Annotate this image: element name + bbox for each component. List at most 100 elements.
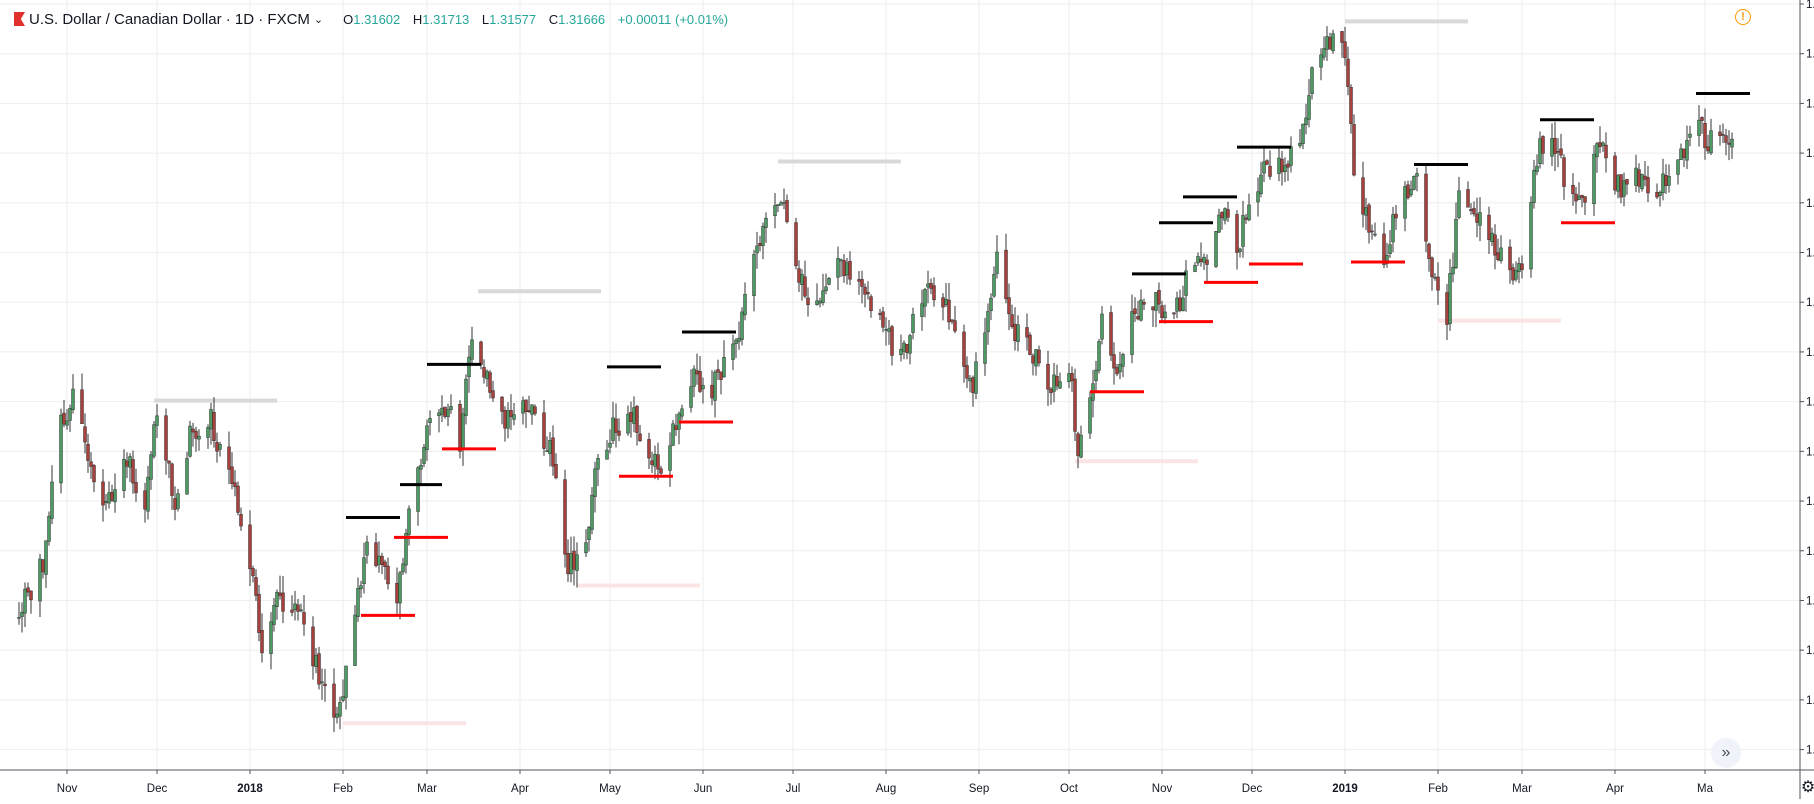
candle-body (1721, 134, 1725, 136)
candle-body (1556, 150, 1560, 153)
candle-body (932, 285, 936, 301)
candle-body (86, 443, 90, 461)
candle (1367, 203, 1371, 244)
candle-body (1433, 276, 1437, 279)
candle-body (1280, 158, 1284, 173)
candle (353, 605, 357, 666)
candle (1310, 66, 1314, 100)
candle-body (779, 202, 783, 206)
candle (1112, 342, 1116, 385)
candle (1598, 126, 1602, 154)
candle (983, 317, 987, 376)
candle (1451, 252, 1455, 283)
candle (797, 260, 801, 293)
symbol-title[interactable]: U.S. Dollar / Canadian Dollar · 1D · FXC… (29, 10, 310, 28)
candle-body (1157, 289, 1161, 305)
candle-body (425, 425, 429, 451)
candle (1424, 165, 1428, 253)
y-tick-label: 1.28000 (1806, 446, 1814, 458)
candle (1133, 297, 1137, 322)
candle-body (1286, 163, 1290, 168)
candle-body (107, 492, 111, 504)
flag-icon (14, 12, 25, 26)
x-tick-label: Dec (1242, 783, 1263, 795)
candle-body (608, 442, 612, 448)
candle-body (926, 283, 930, 288)
candle (365, 535, 369, 564)
candle-body (1175, 297, 1179, 312)
candle (71, 374, 75, 414)
candle-body (701, 385, 705, 390)
candle-body (311, 626, 315, 667)
high-label: H (412, 11, 423, 27)
candle-body (824, 286, 828, 292)
double-chevron-right-icon[interactable]: » (1711, 738, 1741, 768)
candle (1493, 224, 1497, 270)
candle-body (344, 665, 348, 698)
candle (1235, 210, 1239, 270)
candle-body (689, 386, 693, 408)
candle (731, 334, 735, 371)
candle-body (1199, 258, 1203, 262)
candle (1136, 300, 1140, 321)
candle-body (1052, 374, 1056, 392)
candle-body (572, 550, 576, 570)
candle (608, 429, 612, 454)
gear-icon[interactable]: ⚙ (1800, 779, 1814, 796)
candle (380, 552, 384, 574)
candle-body (38, 558, 42, 602)
candle (317, 646, 321, 690)
candle-body (920, 303, 924, 317)
candle (1343, 26, 1347, 66)
candle-body (866, 292, 870, 295)
candle (719, 371, 723, 395)
candle (1091, 370, 1095, 418)
candle (101, 469, 105, 522)
candle-body (863, 286, 867, 295)
candle (506, 402, 510, 439)
candle (1490, 227, 1494, 247)
warning-icon[interactable]: ! (1735, 9, 1751, 25)
candle-body (491, 390, 495, 399)
candle-body (1160, 305, 1164, 318)
candle-body (1604, 144, 1608, 159)
candle (605, 440, 609, 460)
candle (1436, 262, 1440, 305)
candle-body (128, 456, 132, 468)
candle-body (1643, 175, 1647, 180)
candle (680, 404, 684, 420)
candle-body (842, 260, 846, 277)
chevron-down-icon[interactable]: ⌄ (313, 13, 324, 26)
candle (440, 395, 444, 423)
candle-body (587, 526, 591, 540)
x-tick-label: Apr (511, 783, 529, 795)
candle-body (401, 563, 405, 573)
faded-level-lines (154, 19, 1561, 726)
open-value: 1.31602 (353, 11, 401, 27)
candle-body (236, 485, 240, 513)
candle-body (1016, 324, 1020, 342)
candle-body (1466, 189, 1470, 208)
candle-body (1667, 176, 1671, 186)
candle-body (62, 412, 66, 425)
candle (1457, 176, 1461, 220)
candle-body (821, 290, 825, 303)
candle-body (1646, 177, 1650, 194)
candle (416, 465, 420, 526)
candle (533, 404, 537, 416)
candle-body (104, 501, 108, 503)
candle-body (1184, 270, 1188, 296)
candle (878, 308, 882, 321)
candle (419, 458, 423, 484)
candle-body (1031, 355, 1035, 364)
candle-body (1658, 192, 1662, 196)
candle-body (992, 274, 996, 297)
candle-body (470, 339, 474, 360)
candle (314, 647, 318, 674)
candle-body (503, 409, 507, 429)
candle (50, 465, 54, 525)
candle-body (983, 332, 987, 364)
candle-body (1703, 123, 1707, 149)
